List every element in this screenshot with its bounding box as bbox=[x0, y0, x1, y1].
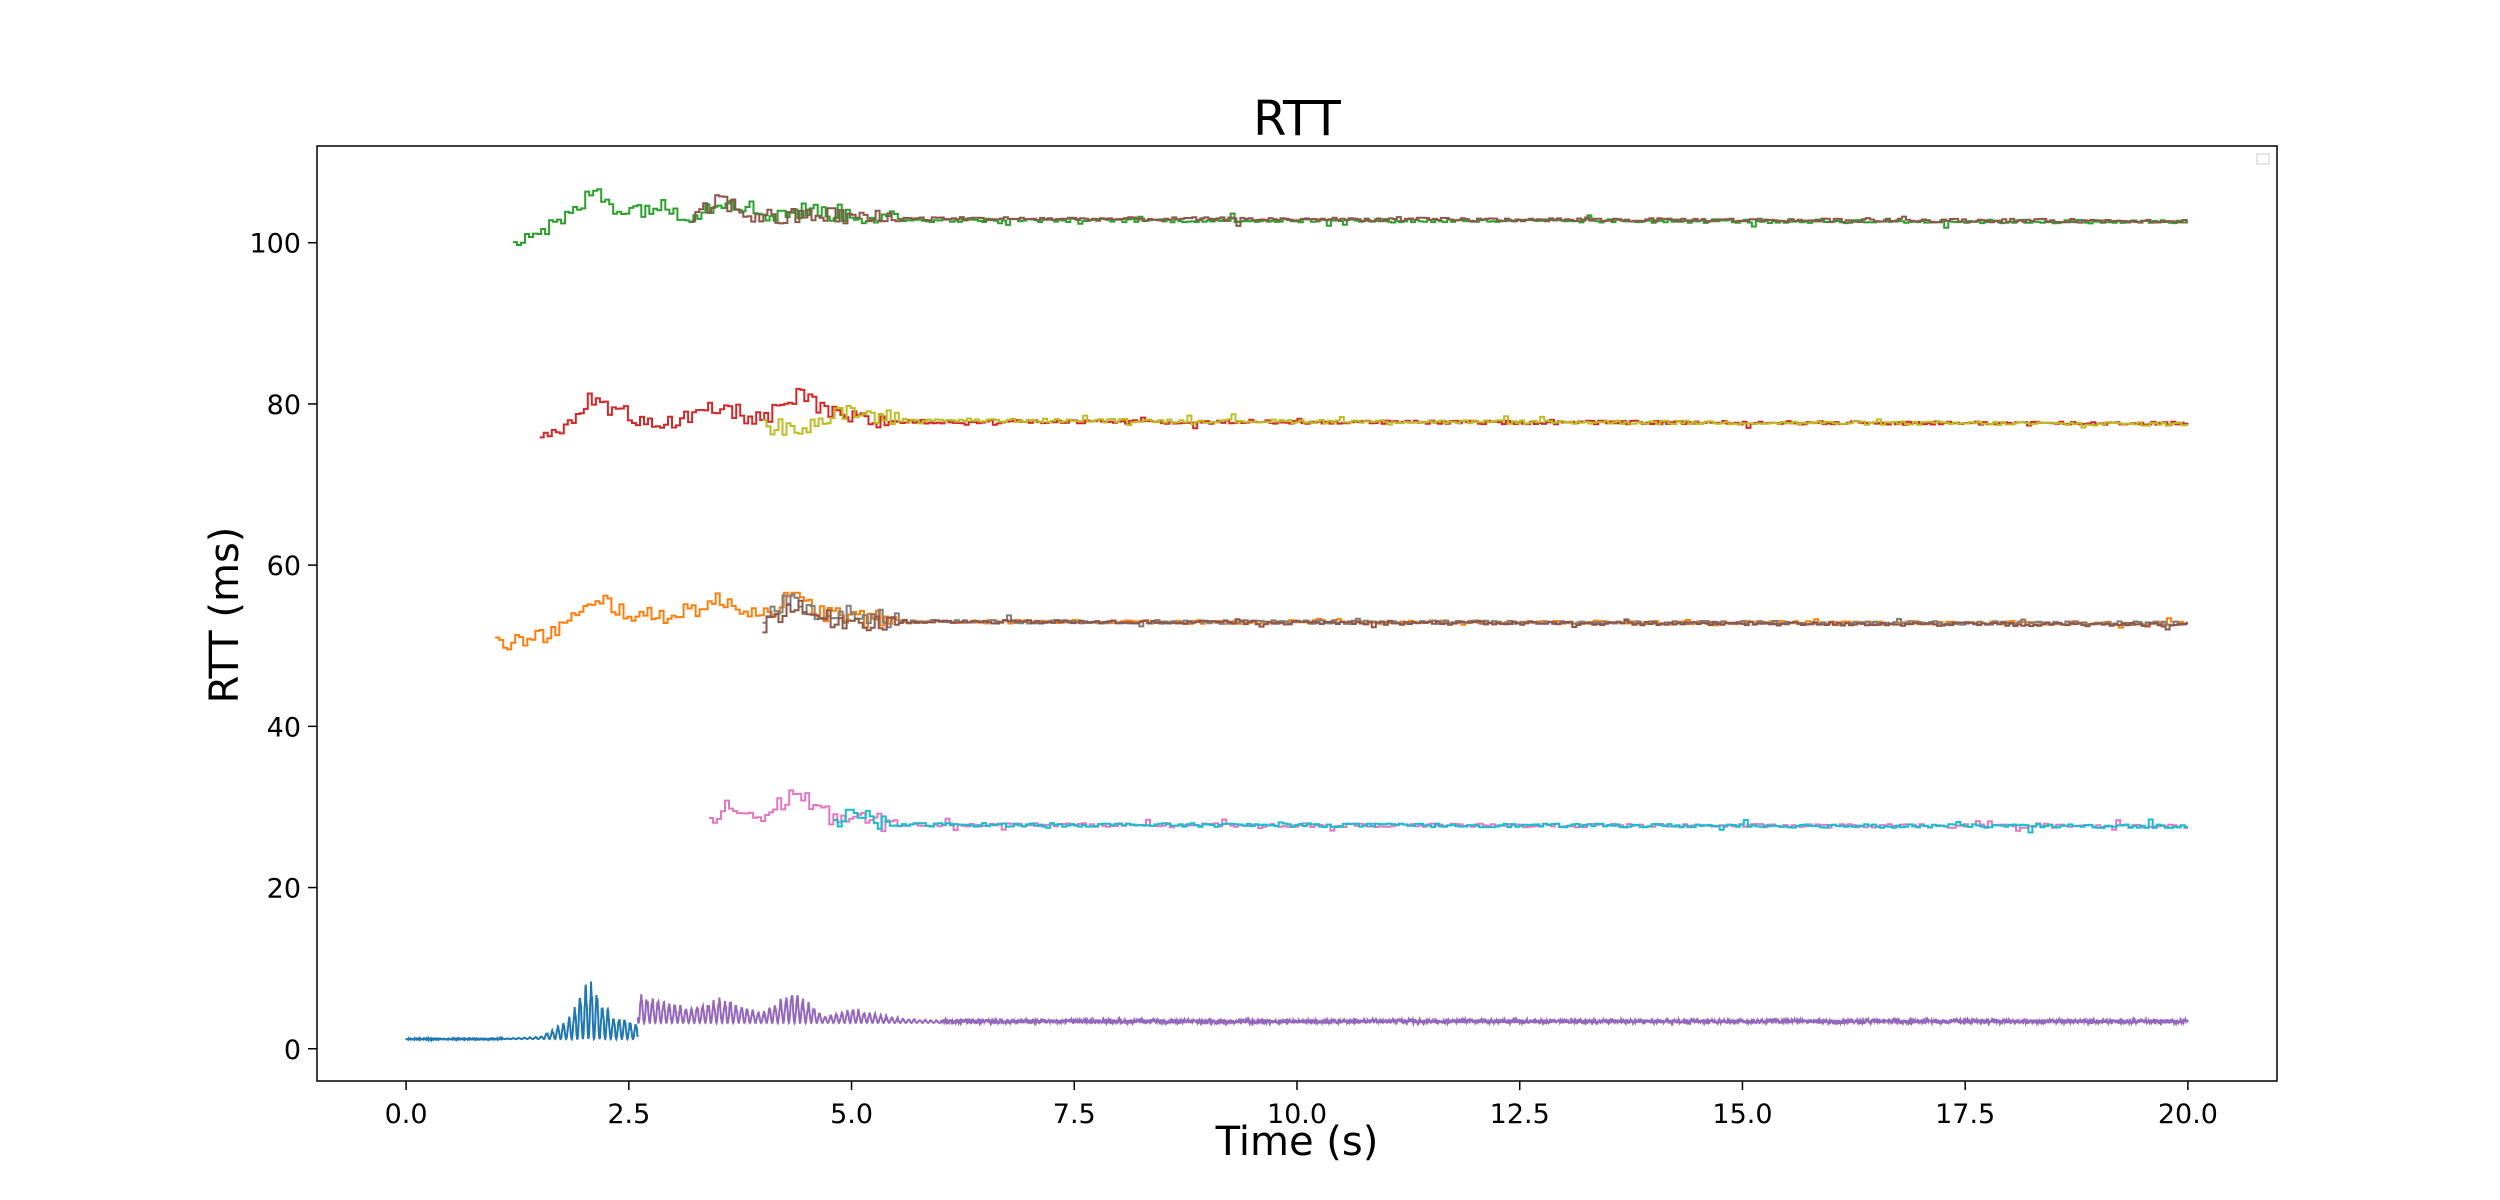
x-tick-label: 12.5 bbox=[1490, 1099, 1550, 1130]
y-tick-label: 20 bbox=[267, 874, 301, 905]
y-tick-label: 100 bbox=[249, 229, 301, 260]
y-tick-label: 0 bbox=[284, 1035, 301, 1066]
legend-box bbox=[2256, 153, 2270, 165]
x-tick-label: 17.5 bbox=[1935, 1099, 1995, 1130]
y-tick-label: 40 bbox=[267, 712, 301, 743]
x-tick-label: 7.5 bbox=[1053, 1099, 1096, 1130]
series-line-1 bbox=[636, 994, 2189, 1028]
series-line-3 bbox=[833, 808, 2188, 834]
plot-frame bbox=[316, 145, 2278, 1082]
y-axis-label: RTT (ms) bbox=[202, 527, 248, 704]
x-tick-label: 20.0 bbox=[2158, 1099, 2218, 1130]
tick-layer: 0.0 2.5 5.0 7.5 10.0 12.5 15.0 17.5 20.0 0 20 40 60 8… bbox=[249, 229, 2218, 1130]
series-line-0 bbox=[405, 981, 639, 1043]
x-tick-label: 10.0 bbox=[1267, 1099, 1327, 1130]
series-line-6 bbox=[762, 599, 2188, 634]
x-tick-label: 5.0 bbox=[830, 1099, 873, 1130]
x-tick-label: 0.0 bbox=[385, 1099, 428, 1130]
x-tick-label: 2.5 bbox=[607, 1099, 650, 1130]
chart-title: RTT bbox=[1253, 91, 1341, 147]
x-axis-label: Time (s) bbox=[1215, 1119, 1379, 1165]
series-line-8 bbox=[762, 405, 2188, 436]
y-tick-label: 80 bbox=[267, 390, 301, 421]
x-tick-label: 15.0 bbox=[1712, 1099, 1772, 1130]
series-line-10 bbox=[691, 194, 2188, 227]
y-tick-label: 60 bbox=[267, 551, 301, 582]
series-layer bbox=[405, 188, 2189, 1043]
